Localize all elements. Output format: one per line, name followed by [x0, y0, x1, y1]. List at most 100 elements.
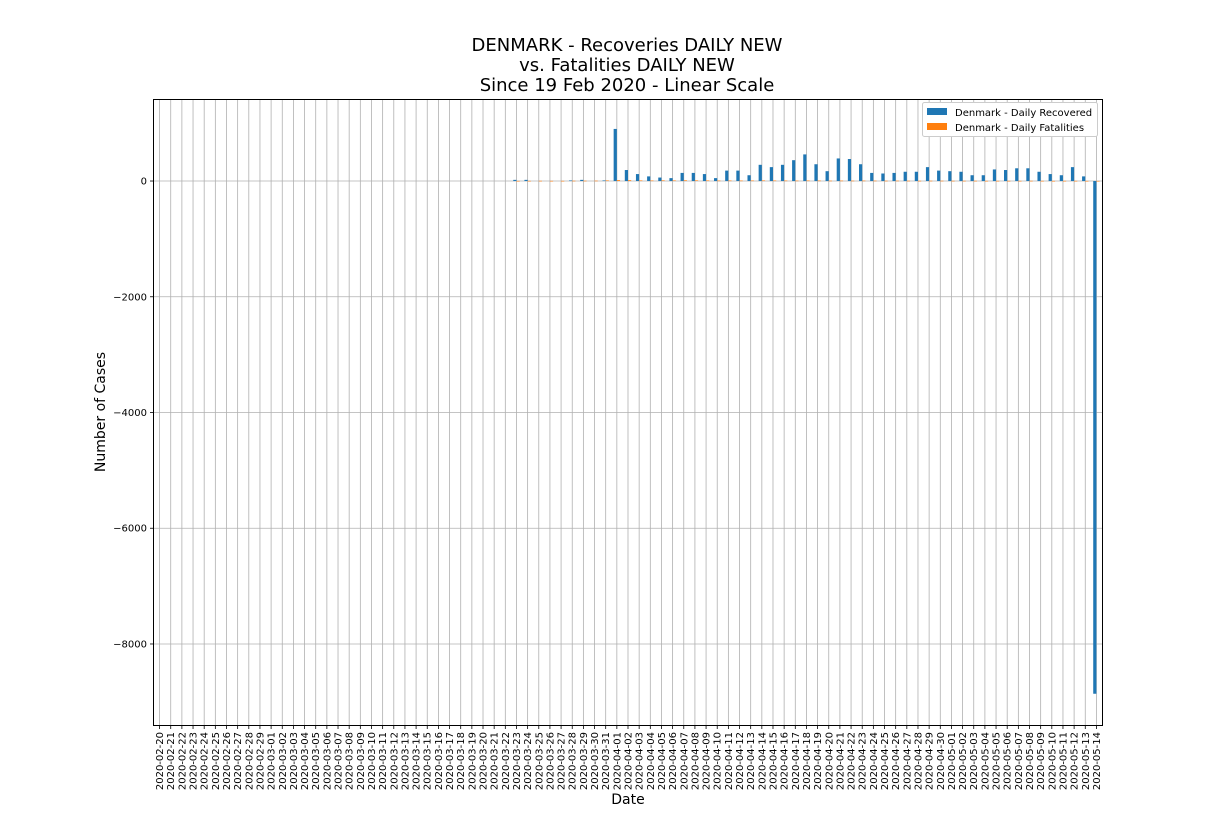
- x-tick-label: 2020-04-02: [624, 732, 635, 790]
- y-tick-label: −8000: [113, 639, 147, 650]
- x-tick-label: 2020-05-08: [1025, 732, 1036, 790]
- x-tick-label: 2020-03-02: [278, 732, 289, 790]
- x-tick-label: 2020-03-03: [289, 732, 300, 790]
- y-axis-label: Number of Cases: [93, 352, 109, 472]
- bar-fatalities: [616, 180, 621, 182]
- bar-fatalities: [951, 180, 955, 182]
- bar-recovered: [714, 178, 718, 182]
- x-tick-label: 2020-05-09: [1036, 732, 1047, 790]
- bar-fatalities: [694, 180, 699, 182]
- x-tick-label: 2020-03-13: [400, 732, 411, 790]
- x-tick-label: 2020-02-20: [155, 732, 166, 790]
- bar-recovered: [513, 179, 517, 182]
- x-tick-label: 2020-04-04: [646, 732, 657, 790]
- bar-recovered: [647, 176, 651, 182]
- bar-recovered: [780, 164, 785, 182]
- x-tick-label: 2020-03-01: [267, 732, 278, 790]
- bar-recovered: [825, 171, 829, 182]
- x-tick-label: 2020-03-14: [412, 732, 423, 790]
- x-tick-label: 2020-03-04: [300, 732, 311, 790]
- x-tick-label: 2020-04-10: [713, 732, 724, 790]
- bar-fatalities: [661, 180, 665, 182]
- bar-recovered: [892, 172, 896, 182]
- bar-recovered: [1059, 175, 1063, 182]
- bar-fatalities: [873, 180, 877, 182]
- bar-fatalities: [549, 180, 554, 182]
- bar-recovered: [1070, 167, 1075, 182]
- bar-fatalities: [795, 180, 799, 182]
- bar-fatalities: [1018, 180, 1022, 182]
- x-tick-label: 2020-03-17: [445, 732, 456, 790]
- x-tick-label: 2020-04-23: [858, 732, 869, 790]
- bar-recovered: [1082, 176, 1086, 182]
- x-tick-label: 2020-05-14: [1092, 732, 1103, 790]
- bar-fatalities: [851, 180, 855, 182]
- x-tick-label: 2020-03-25: [534, 732, 545, 790]
- x-tick-label: 2020-02-21: [166, 732, 177, 790]
- bar-recovered: [836, 158, 840, 182]
- bar-recovered: [769, 167, 773, 182]
- x-tick-label: 2020-04-27: [902, 732, 913, 790]
- x-tick-label: 2020-05-02: [958, 732, 969, 790]
- x-tick-label: 2020-04-16: [780, 732, 791, 790]
- x-tick-label: 2020-02-26: [222, 732, 233, 790]
- x-tick-label: 2020-04-24: [869, 732, 880, 790]
- bar-recovered: [736, 170, 740, 182]
- x-tick-label: 2020-03-05: [311, 732, 322, 790]
- bar-recovered: [981, 175, 985, 182]
- x-tick-label: 2020-04-13: [746, 732, 757, 790]
- x-tick-label: 2020-05-04: [980, 732, 991, 790]
- bar-fatalities: [996, 180, 1000, 182]
- chart-title-line-3: Since 19 Feb 2020 - Linear Scale: [479, 75, 775, 96]
- bar-recovered: [870, 172, 874, 182]
- x-tick-label: 2020-03-11: [378, 732, 389, 790]
- bar-recovered: [658, 177, 662, 182]
- bar-fatalities: [984, 180, 989, 182]
- bar-fatalities: [828, 180, 832, 182]
- bar-fatalities: [527, 180, 531, 182]
- x-tick-label: 2020-04-11: [724, 732, 735, 790]
- x-tick-label: 2020-02-23: [189, 732, 200, 790]
- bar-fatalities: [1096, 180, 1100, 182]
- bar-fatalities: [706, 180, 710, 182]
- bar-fatalities: [817, 180, 821, 182]
- bar-fatalities: [962, 180, 966, 182]
- bar-fatalities: [973, 180, 977, 182]
- bar-fatalities: [1051, 180, 1056, 182]
- chart-title-line-2: vs. Fatalities DAILY NEW: [519, 55, 735, 76]
- x-axis-label: Date: [611, 792, 644, 808]
- x-tick-label: 2020-03-16: [434, 732, 445, 790]
- x-tick-label: 2020-03-07: [334, 732, 345, 790]
- x-tick-label: 2020-03-18: [456, 732, 467, 790]
- x-tick-label: 2020-05-06: [1003, 732, 1014, 790]
- x-tick-label: 2020-03-31: [601, 732, 612, 790]
- x-tick-label: 2020-02-29: [255, 732, 266, 790]
- x-tick-label: 2020-04-18: [802, 732, 813, 790]
- bars: [513, 128, 1100, 694]
- bar-fatalities: [940, 180, 944, 182]
- bar-recovered: [903, 171, 907, 182]
- y-tick-label: −2000: [113, 292, 147, 303]
- x-tick-label: 2020-04-20: [824, 732, 835, 790]
- y-tick-label: 0: [141, 177, 147, 188]
- grid-lines: [154, 100, 1102, 725]
- legend-swatch-recovered: [927, 108, 947, 115]
- bar-fatalities: [929, 180, 933, 182]
- x-tick-label: 2020-05-11: [1058, 732, 1069, 790]
- bar-recovered: [624, 170, 628, 182]
- bar-recovered: [948, 171, 952, 182]
- x-tick-label: 2020-03-24: [523, 732, 534, 790]
- x-tick-label: 2020-04-07: [679, 732, 690, 790]
- x-tick-label: 2020-03-19: [467, 732, 478, 790]
- bar-recovered: [669, 178, 673, 182]
- bar-recovered: [680, 172, 684, 182]
- x-tick-label: 2020-02-27: [233, 732, 244, 790]
- bar-fatalities: [605, 180, 609, 182]
- legend-swatch-fatalities: [927, 123, 947, 130]
- bar-fatalities: [639, 180, 643, 182]
- bar-recovered: [758, 164, 762, 182]
- bar-fatalities: [1040, 180, 1044, 182]
- bar-recovered: [613, 128, 617, 182]
- bar-fatalities: [862, 180, 866, 182]
- bar-recovered: [1048, 174, 1052, 182]
